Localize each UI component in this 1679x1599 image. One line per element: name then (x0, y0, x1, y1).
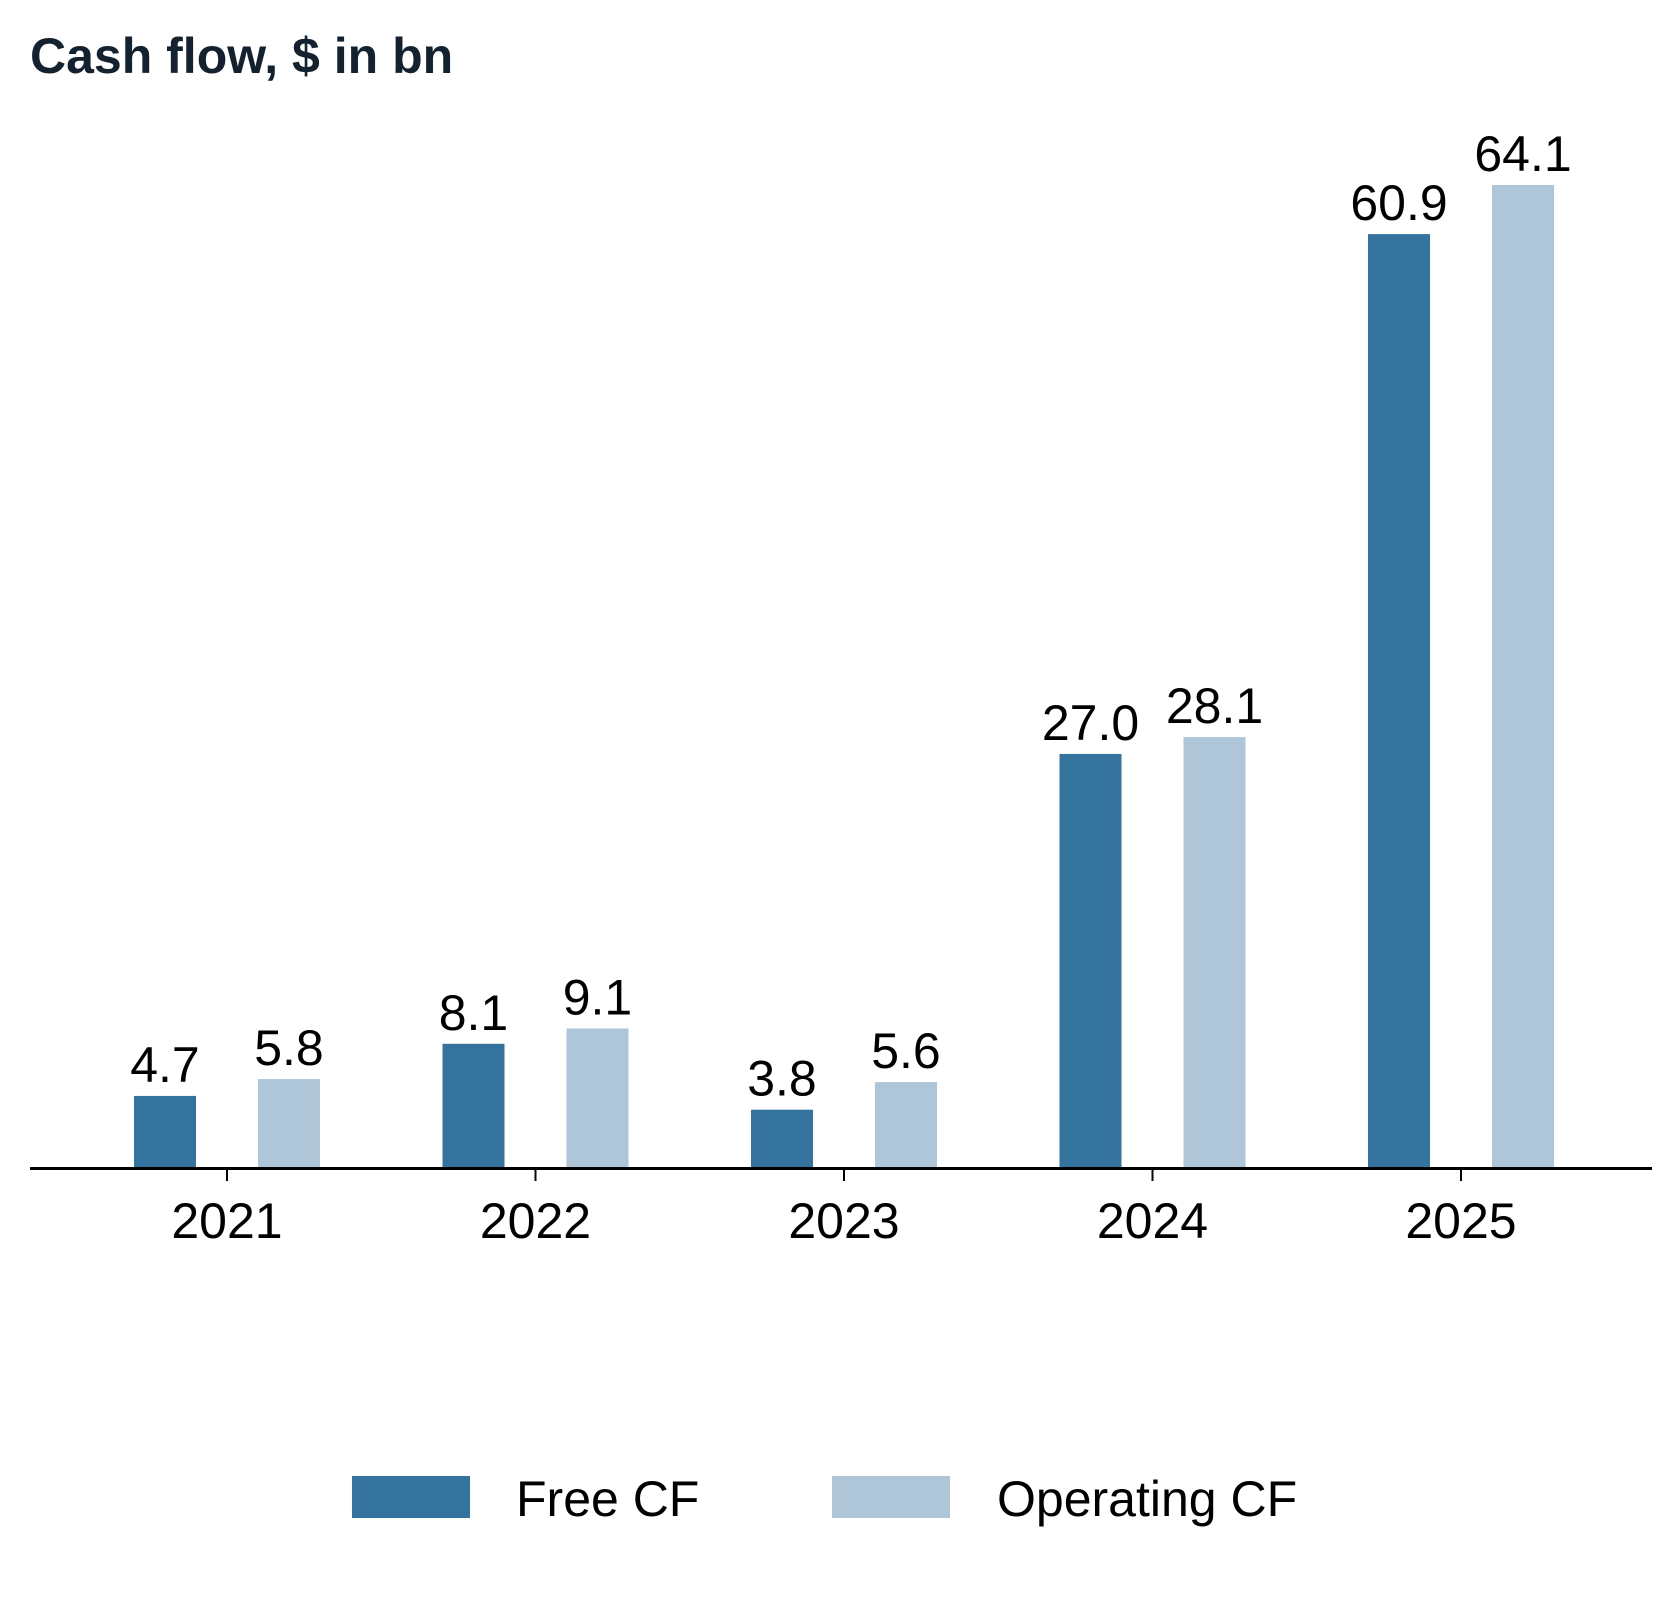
bar-free-cf-2023 (751, 1109, 813, 1168)
bar-free-cf-2025 (1368, 234, 1430, 1169)
data-label-operating-cf-2025: 64.1 (1474, 126, 1571, 182)
data-label-free-cf-2023: 3.8 (747, 1051, 817, 1107)
x-tick-label-2025: 2025 (1405, 1193, 1516, 1249)
data-label-free-cf-2022: 8.1 (439, 985, 509, 1041)
data-label-free-cf-2025: 60.9 (1350, 175, 1447, 231)
bar-free-cf-2022 (442, 1043, 505, 1168)
legend-label-free-cf: Free CF (516, 1471, 699, 1527)
data-label-operating-cf-2023: 5.6 (871, 1023, 941, 1079)
legend-label-operating-cf: Operating CF (997, 1471, 1297, 1527)
x-tick-label-2022: 2022 (480, 1193, 591, 1249)
data-label-free-cf-2024: 27.0 (1042, 695, 1139, 751)
data-label-operating-cf-2024: 28.1 (1166, 678, 1263, 734)
bar-free-cf-2024 (1059, 753, 1122, 1168)
bars-layer (134, 185, 1554, 1169)
legend: Free CF Operating CF (352, 1471, 1297, 1527)
x-axis-ticks: 2021 2022 2023 2024 2025 (171, 1168, 1517, 1249)
bar-operating-cf-2025 (1492, 185, 1554, 1168)
data-label-operating-cf-2021: 5.8 (254, 1020, 324, 1076)
bar-operating-cf-2023 (875, 1082, 937, 1168)
legend-swatch-free-cf (352, 1476, 470, 1518)
chart-title: Cash flow, $ in bn (30, 28, 453, 84)
bar-free-cf-2021 (134, 1095, 196, 1168)
legend-swatch-operating-cf (832, 1476, 950, 1518)
data-label-operating-cf-2022: 9.1 (563, 969, 633, 1025)
bar-operating-cf-2024 (1183, 737, 1246, 1168)
bar-operating-cf-2021 (258, 1079, 320, 1168)
x-tick-label-2023: 2023 (788, 1193, 899, 1249)
x-tick-label-2024: 2024 (1097, 1193, 1208, 1249)
bar-operating-cf-2022 (566, 1028, 629, 1168)
data-labels-layer: 4.7 5.8 8.1 9.1 3.8 5.6 27.0 28.1 60.9 64.1 (130, 126, 1571, 1107)
x-tick-label-2021: 2021 (171, 1193, 282, 1249)
data-label-free-cf-2021: 4.7 (130, 1037, 200, 1093)
